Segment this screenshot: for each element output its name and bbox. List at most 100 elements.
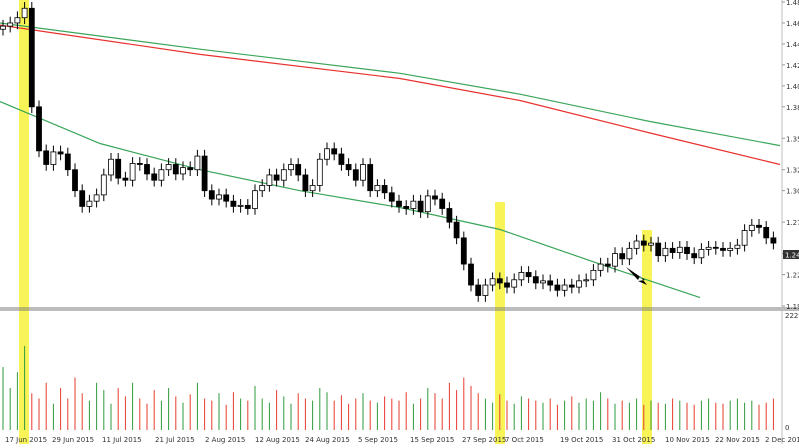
candle-body-down	[504, 282, 510, 288]
candle-body-down	[122, 177, 129, 181]
candle-body-down	[79, 190, 86, 207]
time-tick-label: 31 Oct 2015	[612, 436, 655, 444]
candle-body-up	[597, 263, 604, 271]
candle-body-up	[748, 224, 755, 231]
time-tick-label: 7 Oct 2015	[505, 436, 544, 444]
candle-body-down	[439, 198, 446, 209]
candle-body-down	[57, 151, 64, 155]
candle-body-up	[561, 284, 568, 291]
candle	[388, 186, 395, 208]
candle	[57, 145, 64, 161]
candle	[324, 142, 330, 166]
candle-body-up	[734, 244, 741, 249]
candle	[129, 157, 136, 187]
candle	[712, 241, 719, 255]
candle-body-up	[288, 164, 294, 171]
candle	[50, 145, 57, 171]
candle-body-up	[108, 158, 114, 176]
candle-body-up	[280, 169, 287, 181]
current-price-label: 1.24	[785, 252, 799, 260]
price-tick-label: 1.32	[786, 167, 799, 175]
candle	[568, 278, 575, 294]
candle-body-down	[684, 246, 690, 254]
candle-body-down	[144, 164, 150, 175]
candle	[108, 152, 114, 182]
time-tick-label: 27 Sep 2015	[462, 436, 506, 444]
candle-body-down	[244, 204, 251, 209]
highlight-bars	[19, 0, 652, 444]
candle	[532, 270, 539, 290]
candle	[417, 194, 424, 218]
candle-body-down	[72, 169, 78, 192]
candle-body-up	[100, 174, 107, 196]
moving-average-green-upper-line	[0, 22, 781, 147]
candle-body-down	[640, 240, 647, 246]
candle	[223, 188, 230, 208]
candle-body-up	[741, 230, 748, 246]
candle-body-down	[115, 158, 122, 179]
candle	[36, 100, 42, 158]
candle-body-down	[345, 164, 352, 171]
candle-body-down	[64, 153, 71, 171]
time-tick-label: 21 Jul 2015	[155, 436, 195, 444]
candle	[115, 152, 122, 185]
candle	[72, 163, 78, 197]
candle-body-up	[93, 194, 100, 202]
candle	[237, 199, 244, 213]
candle	[496, 272, 503, 290]
candle-body-down	[669, 247, 676, 253]
candle-body-down	[712, 246, 719, 249]
price-tick-label: 1.42	[786, 62, 799, 70]
candle	[756, 218, 762, 234]
price-tick-label: 1.38	[786, 104, 799, 112]
candle-body-down	[525, 272, 532, 278]
candle	[525, 266, 532, 283]
candle	[295, 158, 302, 182]
candle	[374, 179, 381, 197]
candle-body-down	[36, 106, 42, 152]
candle-body-down	[460, 237, 467, 265]
candle	[540, 274, 546, 290]
candle	[194, 149, 201, 177]
time-tick-label: 2 Dec 2015	[765, 436, 799, 444]
candle-body-up	[180, 167, 186, 175]
candle-body-down	[28, 7, 35, 108]
candle	[79, 184, 86, 213]
candle-body-up	[583, 279, 590, 282]
candle-body-down	[763, 226, 770, 239]
candle-body-up	[7, 22, 14, 27]
candle-body-down	[201, 155, 208, 192]
candle	[763, 221, 770, 245]
candle-body-up	[266, 174, 273, 186]
highlight-bar	[19, 0, 29, 444]
candle	[151, 167, 158, 187]
candle-body-up	[316, 158, 323, 186]
candle	[468, 257, 474, 292]
candle-body-up	[324, 148, 330, 160]
candle-body-down	[381, 185, 388, 194]
candle-body-down	[432, 195, 438, 200]
candle	[640, 234, 647, 252]
candle	[576, 274, 582, 294]
candle	[266, 168, 273, 192]
candle-body-up	[129, 163, 136, 181]
candle-body-up	[86, 200, 93, 207]
moving-average-green-lower-line	[0, 101, 701, 299]
candle-body-down	[604, 263, 611, 267]
price-tick-label: 1.46	[786, 20, 799, 28]
candle-body-down	[446, 208, 453, 223]
candle-body-down	[208, 190, 215, 200]
candle	[655, 236, 662, 262]
candle-body-down	[367, 164, 374, 192]
time-axis-labels: 17 Jun 2015 29 Jun 2015 11 Jul 2015 21 Jul …	[5, 436, 799, 444]
candle-body-up	[410, 200, 417, 209]
candle-body-down	[302, 174, 309, 192]
time-tick-label: 19 Oct 2015	[560, 436, 603, 444]
candle	[172, 158, 179, 181]
candle-body-down	[468, 263, 474, 286]
candle-body-down	[655, 242, 662, 257]
candle-body-up	[374, 185, 381, 192]
time-tick-label: 2 Aug 2015	[205, 436, 245, 444]
